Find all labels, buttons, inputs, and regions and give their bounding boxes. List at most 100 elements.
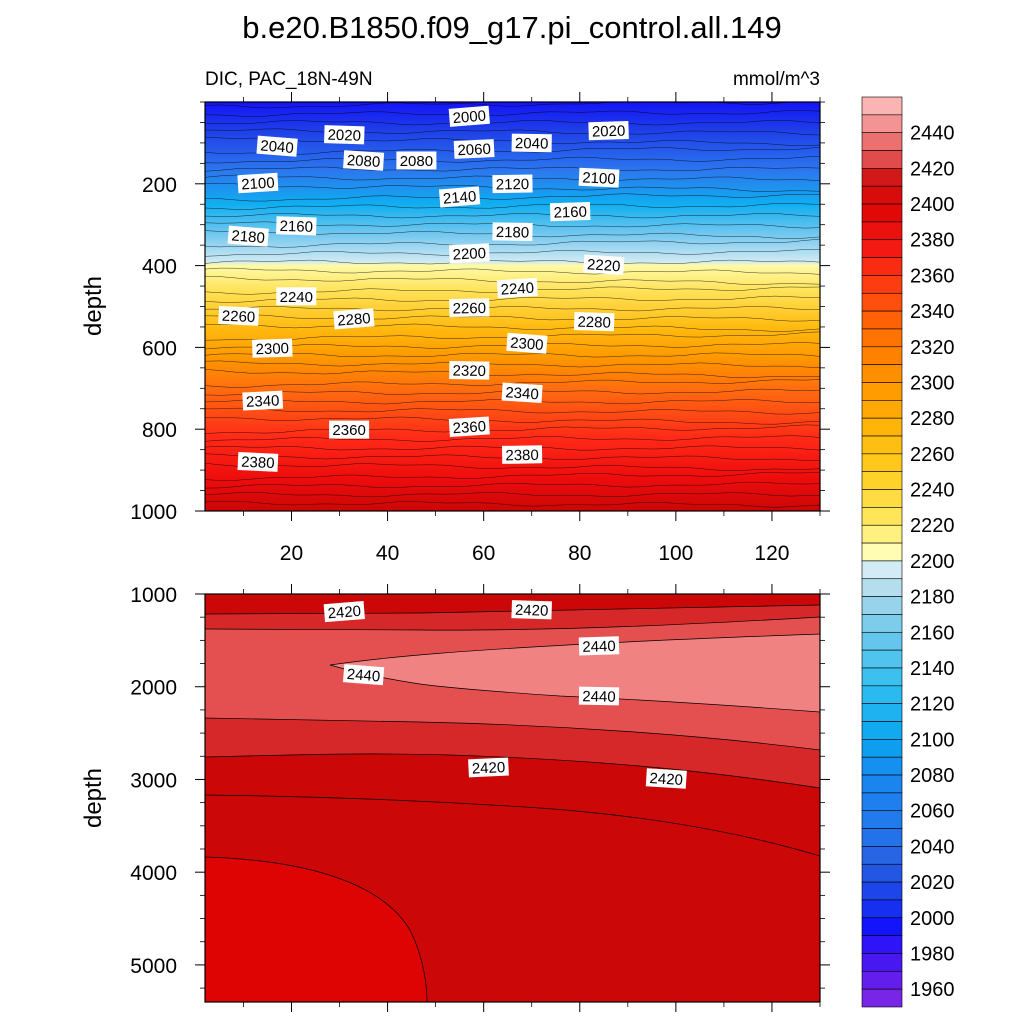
contour-label-text: 2440 (582, 638, 616, 656)
contour-label-box (276, 216, 317, 236)
contour-label-box (511, 600, 552, 620)
colorbar-box (861, 471, 903, 490)
lower-y-axis-label: depth (80, 768, 107, 828)
upper-contour-line (205, 259, 820, 265)
contour-label: 2280 (333, 308, 375, 330)
contour-label-box (496, 277, 538, 299)
upper-contour-line (205, 323, 820, 332)
contour-label: 2100 (578, 167, 620, 188)
colorbar-box (861, 667, 903, 687)
colorbar-box (861, 560, 903, 580)
contour-label-box (578, 686, 620, 706)
upper-contour-line (205, 213, 820, 219)
contour-label-box (276, 287, 317, 306)
contour-label-text: 2080 (346, 152, 380, 171)
colorbar-box (861, 810, 903, 829)
contour-label: 2140 (438, 186, 481, 208)
contour-label: 2200 (448, 243, 490, 264)
colorbar-label: 2220 (910, 515, 955, 537)
colorbar-box (861, 756, 903, 776)
colorbar-label: 2280 (910, 408, 955, 430)
colorbar-box (861, 310, 903, 330)
contour-label-text: 2240 (280, 289, 313, 306)
contour-label: 2020 (588, 120, 629, 141)
colorbar-label: 2060 (910, 801, 955, 823)
contour-label-text: 2260 (221, 308, 255, 327)
contour-label: 2240 (496, 277, 538, 299)
contour-label: 2420 (511, 600, 552, 620)
contour-label-text: 2180 (496, 224, 530, 242)
contour-label: 2380 (237, 451, 279, 473)
upper-contour-line (205, 462, 820, 471)
colorbar-box (861, 542, 903, 562)
contour-label: 2420 (468, 757, 509, 778)
colorbar-box (861, 596, 903, 615)
contour-label-text: 2420 (327, 603, 362, 623)
upper-contour-line (205, 314, 820, 322)
y-tick-label: 400 (142, 256, 177, 279)
colorbar-box (861, 971, 903, 990)
contour-label-text: 2180 (231, 227, 266, 247)
contour-label: 2340 (501, 382, 543, 404)
upper-contour-line (205, 407, 820, 415)
colorbar-box (861, 150, 903, 169)
y-tick-label: 3000 (130, 769, 177, 792)
contour-label-text: 2160 (279, 218, 313, 236)
contour-label-text: 2280 (337, 310, 372, 330)
contour-label-text: 2340 (505, 384, 539, 403)
colorbar-label: 2000 (910, 908, 955, 930)
contour-label-text: 2420 (471, 759, 505, 778)
contour-label-box (578, 636, 620, 656)
colorbar-box (861, 417, 903, 437)
contour-label-text: 2160 (553, 204, 587, 222)
contour-label-text: 2140 (442, 188, 477, 208)
contour-label: 2300 (506, 332, 548, 354)
colorbar-label: 2320 (910, 337, 955, 359)
contour-label: 2060 (453, 139, 495, 159)
colorbar-box (861, 828, 903, 847)
contour-label-box (645, 768, 687, 789)
contour-label-text: 2240 (500, 280, 534, 299)
contour-label-box (573, 311, 615, 332)
contour-label-box (449, 298, 490, 318)
colorbar-label: 1980 (910, 944, 955, 966)
contour-label: 2300 (252, 338, 293, 358)
colorbar-box (861, 792, 903, 812)
contour-label: 2180 (492, 222, 533, 242)
colorbar-box (861, 721, 903, 740)
colorbar-box (861, 524, 903, 544)
lower-panel: 1000 2000 3000 4000 5000 2420 2420 2440 2440 244… (80, 584, 830, 1012)
contour-label-box (324, 125, 365, 145)
contour-label-text: 2440 (346, 666, 381, 686)
variable-subtitle: DIC, PAC_18N-49N (205, 69, 373, 90)
contour-label-text: 2320 (452, 363, 486, 381)
upper-y-axis-label: depth (80, 276, 107, 336)
y-tick-label: 4000 (130, 862, 177, 885)
colorbar-box (861, 953, 903, 972)
colorbar-box (861, 114, 903, 133)
colorbar-box (861, 292, 903, 312)
upper-contour-line (205, 481, 820, 489)
contour-label-box (501, 382, 543, 404)
colorbar-box (861, 453, 903, 472)
lower-line-2420-top (205, 616, 820, 631)
contour-label-text: 2260 (452, 300, 486, 318)
lower-band-2400 (205, 857, 427, 1002)
upper-contour-line (205, 110, 820, 117)
contour-label-text: 2280 (577, 314, 611, 332)
contour-label-text: 2040 (515, 135, 549, 153)
y-tick-label: 1000 (130, 501, 177, 524)
contour-label: 2000 (448, 105, 490, 127)
contour-label-box (448, 416, 490, 437)
colorbar-label: 2340 (910, 301, 955, 323)
contour-label-box (492, 174, 533, 194)
contour-label-text: 2380 (241, 454, 275, 473)
colorbar-box (861, 614, 903, 633)
colorbar-box (861, 703, 903, 722)
colorbar-box (861, 863, 903, 883)
contour-label-box (449, 360, 490, 380)
colorbar-box (861, 203, 903, 223)
x-tick-label: 20 (280, 542, 303, 565)
colorbar-box (861, 881, 903, 901)
